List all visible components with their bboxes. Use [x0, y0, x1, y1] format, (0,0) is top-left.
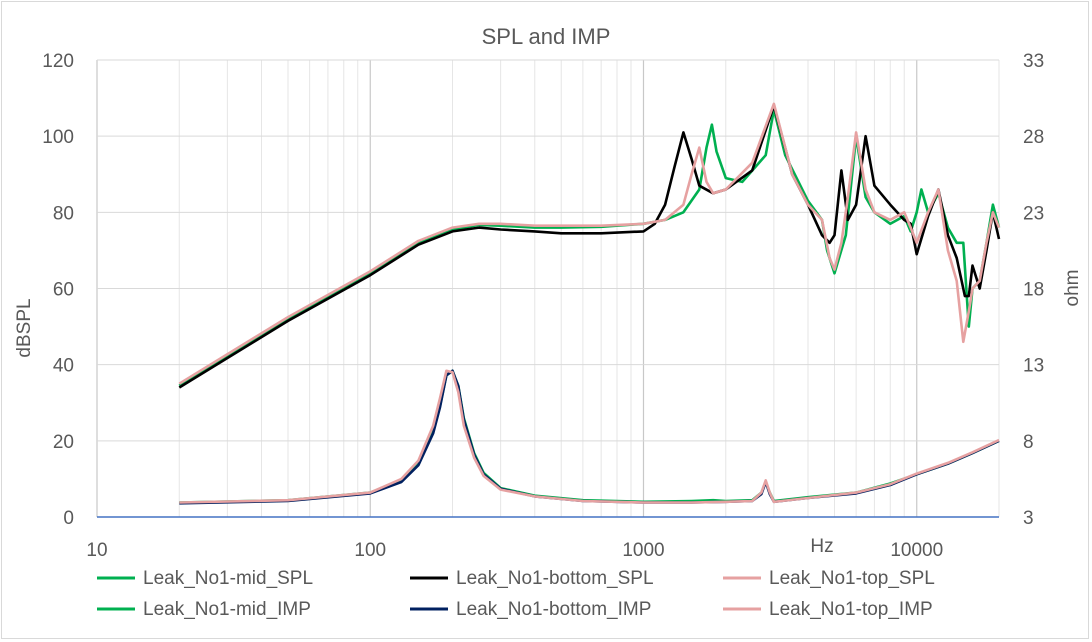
- series-line-Leak_No1-bottom_SPL: [178, 104, 1001, 389]
- y2-axis-label: ohm: [1062, 270, 1083, 307]
- y2-tick-label: 8: [1023, 432, 1034, 453]
- x-tick-label: 10: [86, 540, 107, 561]
- legend-label: Leak_No1-mid_IMP: [143, 599, 311, 620]
- series-line-Leak_No1-top_IMP: [179, 369, 1000, 504]
- series-line-Leak_No1-mid_IMP: [179, 369, 1000, 504]
- y2-tick-label: 23: [1023, 203, 1044, 224]
- y2-tick-label: 3: [1023, 508, 1034, 529]
- legend-label: Leak_No1-mid_SPL: [143, 568, 313, 589]
- y2-tick-label: 13: [1023, 356, 1044, 377]
- chart-title: SPL and IMP: [482, 24, 611, 49]
- series-line-Leak_No1-mid_SPL: [178, 108, 1001, 387]
- grid-lines: [96, 59, 1000, 518]
- legend-label: Leak_No1-bottom_SPL: [456, 568, 654, 589]
- legend: Leak_No1-mid_SPL Leak_No1-bottom_SPL Leak_…: [97, 568, 935, 620]
- series-lines: [178, 102, 1001, 505]
- axes: 10 100 1000 10000 0 20 40 60 80 100 120 3 8 13 18 23 28 3…: [42, 51, 1044, 561]
- y2-tick-label: 18: [1023, 280, 1044, 301]
- legend-label: Leak_No1-bottom_IMP: [456, 599, 651, 620]
- legend-label: Leak_No1-top_SPL: [769, 568, 935, 589]
- y-axis-label: dBSPL: [14, 298, 35, 357]
- y-tick-label: 80: [53, 203, 74, 224]
- series-line-Leak_No1-bottom_IMP: [179, 369, 1000, 505]
- y2-tick-label: 33: [1023, 51, 1044, 72]
- legend-label: Leak_No1-top_IMP: [769, 599, 933, 620]
- y-tick-label: 20: [53, 432, 74, 453]
- x-tick-label: 100: [354, 540, 386, 561]
- x-tick-label: 1000: [622, 540, 664, 561]
- y-tick-label: 120: [42, 51, 74, 72]
- series-line-Leak_No1-top_SPL: [178, 102, 1001, 385]
- y-tick-label: 60: [53, 280, 74, 301]
- y-tick-label: 0: [63, 508, 74, 529]
- y-tick-label: 40: [53, 356, 74, 377]
- y2-tick-label: 28: [1023, 127, 1044, 148]
- x-axis-label: Hz: [810, 536, 833, 557]
- x-tick-label: 10000: [890, 540, 943, 561]
- y-tick-label: 100: [42, 127, 74, 148]
